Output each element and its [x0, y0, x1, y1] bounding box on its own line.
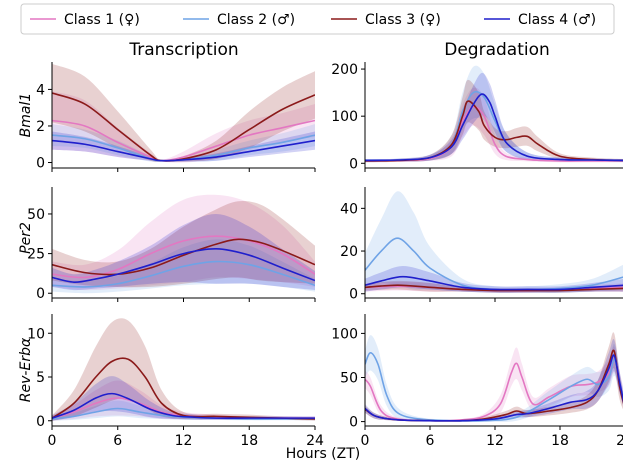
- panel-3-1-ytick-label-10: 10: [27, 326, 45, 342]
- panel-1-1-ytick-label-2: 2: [36, 119, 45, 135]
- panel-3-2-line-class-2: [365, 352, 623, 422]
- panel-1-2-ytick-label-200: 200: [331, 62, 358, 78]
- legend-label-class-4: Class 4 (♂): [518, 12, 596, 28]
- column-title-transcription: Transcription: [128, 40, 238, 60]
- panel-1-2-band-class-3: [365, 79, 623, 163]
- panel-1-2-ytick-label-0: 0: [349, 156, 358, 172]
- panel-1-2-line-class-4: [365, 93, 623, 162]
- panel-3-1-plot: [52, 318, 315, 421]
- legend-label-class-2: Class 2 (♂): [217, 12, 295, 28]
- panel-1-1-band-class-4: [52, 131, 315, 162]
- panel-3-2-line-class-4: [365, 354, 623, 422]
- panel-2-1-band-class-4: [52, 213, 315, 291]
- panel-2-1-line-class-4: [52, 248, 315, 283]
- panel-2-2-ytick-label-0: 0: [349, 287, 358, 303]
- row-label-bmal1: Bmal1: [18, 93, 34, 138]
- panel-2-2-ytick-label-20: 20: [340, 244, 358, 260]
- panel-1-1-ytick-label-0: 0: [36, 156, 45, 172]
- panel-2-1-ytick-label-0: 0: [36, 286, 45, 302]
- panel-3-1-xtick-label-6: 6: [113, 433, 122, 449]
- panel-1-2-ytick-label-100: 100: [331, 109, 358, 125]
- panel-1-1-line-class-4: [52, 139, 315, 162]
- panel-1-2-plot: [365, 65, 623, 163]
- row-label-per2: Per2: [18, 222, 34, 254]
- column-title-degradation: Degradation: [444, 40, 550, 60]
- panel-3-1-band-class-4: [52, 376, 315, 421]
- panel-3-2-band-class-2: [365, 335, 623, 422]
- x-axis-label: Hours (ZT): [286, 446, 361, 462]
- panel-3-1-ytick-label-0: 0: [36, 414, 45, 430]
- panel-1-2-band-class-1: [365, 87, 623, 163]
- panel-3-1-ytick-label-5: 5: [36, 370, 45, 386]
- legend-frame: [20, 3, 615, 35]
- panel-3-2-plot: [365, 332, 623, 422]
- panel-1-1-ytick-label-4: 4: [36, 82, 45, 98]
- panel-2-2-ytick-label-40: 40: [340, 201, 358, 217]
- panel-2-2-band-class-4: [365, 265, 623, 293]
- panel-2-2-line-class-4: [365, 275, 623, 291]
- panel-3-2-xtick-label-24: 24: [616, 433, 623, 449]
- panel-3-1-xtick-label-0: 0: [48, 433, 57, 449]
- panel-2-1-band-class-1: [52, 194, 315, 291]
- panel-1-1-plot: [52, 63, 315, 163]
- panel-3-1-xtick-label-18: 18: [240, 433, 258, 449]
- panel-3-1-line-class-4: [52, 392, 315, 419]
- panel-1-2-line-class-1: [365, 105, 623, 162]
- panel-3-1-xtick-label-24: 24: [306, 433, 324, 449]
- panel-2-2-line-class-3: [365, 284, 623, 292]
- panel-2-2-line-class-2: [365, 237, 623, 291]
- panel-3-2-xtick-label-0: 0: [361, 433, 370, 449]
- panel-3-2-xtick-label-18: 18: [551, 433, 569, 449]
- panel-2-1-band-class-3: [52, 201, 315, 288]
- legend: Class 1 (♀) Class 2 (♂) Class 3 (♀) Clas…: [20, 3, 615, 35]
- panel-3-2-xtick-label-6: 6: [426, 433, 435, 449]
- panel-3-2-ytick-label-0: 0: [349, 415, 358, 431]
- panel-3-2-band-class-1: [365, 346, 623, 422]
- panel-3-2-xtick-label-12: 12: [486, 433, 504, 449]
- legend-label-class-1: Class 1 (♀): [64, 12, 140, 28]
- panel-3-2-ytick-label-50: 50: [340, 370, 358, 386]
- panel-3-1-xtick-label-12: 12: [175, 433, 193, 449]
- panel-3-1-line-class-3: [52, 357, 315, 420]
- row-label-rev-erba: Rev-Erbα: [18, 337, 34, 402]
- panel-2-1-ytick-label-25: 25: [27, 247, 45, 263]
- panel-1-1-band-class-1: [52, 91, 315, 163]
- panel-3-2-band-class-4: [365, 338, 623, 422]
- panel-2-1-line-class-3: [52, 238, 315, 276]
- legend-label-class-3: Class 3 (♀): [365, 12, 441, 28]
- panel-3-2-ytick-label-100: 100: [331, 326, 358, 342]
- panel-1-1-band-class-3: [52, 63, 315, 162]
- panel-3-1-band-class-1: [52, 380, 315, 421]
- panel-2-1-line-class-1: [52, 235, 315, 279]
- panel-2-1-ytick-label-50: 50: [27, 207, 45, 223]
- panel-2-1-plot: [52, 194, 315, 294]
- panel-1-1-band-class-2: [52, 124, 315, 163]
- panel-2-1-line-class-2: [52, 260, 315, 288]
- panel-3-1-line-class-2: [52, 407, 315, 420]
- panel-2-2-plot: [365, 191, 623, 293]
- panel-3-1-band-class-2: [52, 400, 315, 421]
